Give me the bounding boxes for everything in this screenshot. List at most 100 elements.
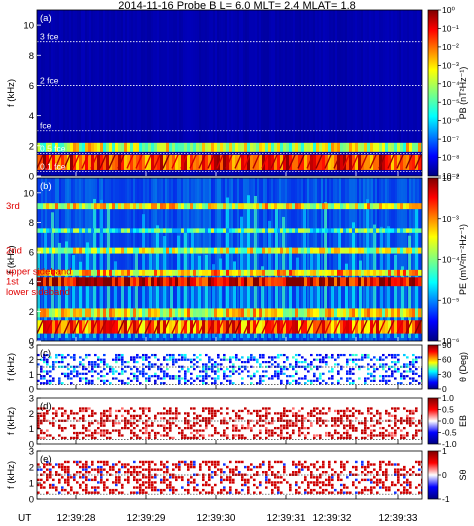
heatmap-burst: [170, 272, 173, 339]
heatmap-column: [107, 10, 109, 176]
heatmap-cell: [43, 414, 46, 418]
heatmap-cell: [256, 358, 259, 361]
heatmap-cell: [76, 412, 79, 415]
heatmap-cell: [349, 426, 352, 430]
heatmap-cell: [388, 414, 391, 418]
heatmap-column: [285, 178, 287, 341]
heatmap-band-cell: [244, 320, 247, 334]
colorbar-tick-label: 90: [442, 340, 452, 350]
colorbar-tick-label: 10⁻¹: [442, 23, 459, 33]
heatmap-cell: [154, 486, 157, 489]
heatmap-cell: [298, 434, 301, 437]
heatmap-cell: [394, 434, 397, 437]
heatmap-column: [65, 10, 67, 176]
heatmap-cell: [166, 358, 169, 361]
heatmap-cell: [286, 436, 289, 440]
heatmap-cell: [217, 377, 220, 380]
heatmap-band-cell: [94, 142, 97, 152]
heatmap-band-cell: [46, 228, 49, 233]
heatmap-cell: [163, 417, 166, 420]
heatmap-cell: [385, 379, 388, 382]
heatmap-cell: [70, 409, 73, 413]
heatmap-cell: [220, 491, 223, 494]
heatmap-band-cell: [154, 308, 157, 318]
heatmap-band-cell: [169, 308, 172, 318]
heatmap-band-cell: [202, 269, 205, 276]
chorus-element: [234, 319, 242, 334]
heatmap-cell: [295, 379, 298, 382]
heatmap-cell: [256, 370, 259, 373]
heatmap-band-cell: [385, 269, 388, 276]
heatmap-cell: [304, 436, 307, 440]
heatmap-cell: [133, 491, 136, 494]
heatmap-band-cell: [79, 269, 82, 276]
heatmap-cell: [136, 465, 139, 469]
heatmap-cell: [205, 368, 208, 371]
heatmap-cell: [376, 434, 379, 437]
heatmap-burst: [366, 199, 369, 339]
heatmap-column: [359, 10, 361, 176]
heatmap-cell: [349, 358, 352, 361]
heatmap-cell: [208, 409, 211, 413]
heatmap-cell: [139, 491, 142, 494]
heatmap-band-cell: [313, 247, 316, 254]
heatmap-cell: [406, 356, 409, 359]
heatmap-cell: [85, 382, 88, 385]
heatmap-band-cell: [193, 320, 196, 334]
heatmap-band-cell: [178, 320, 181, 334]
heatmap-cell: [343, 491, 346, 494]
heatmap-burst: [121, 274, 124, 339]
heatmap-cell: [331, 382, 334, 385]
heatmap-cell: [202, 379, 205, 382]
heatmap-band-cell: [121, 247, 124, 254]
heatmap-cell: [103, 379, 106, 382]
heatmap-band-cell: [397, 247, 400, 254]
heatmap-cell: [283, 414, 286, 418]
heatmap-cell: [112, 358, 115, 361]
heatmap-column: [55, 10, 57, 176]
heatmap-cell: [97, 422, 100, 425]
heatmap-cell: [373, 429, 376, 432]
heatmap-band-cell: [58, 228, 61, 233]
heatmap-cell: [346, 407, 349, 410]
heatmap-cell: [328, 483, 331, 487]
heatmap-cell: [322, 407, 325, 410]
heatmap-band-cell: [88, 154, 91, 170]
chorus-element: [315, 154, 323, 169]
heatmap-band-cell: [376, 277, 379, 287]
heatmap-band-cell: [64, 203, 67, 210]
heatmap-band-cell: [364, 142, 367, 152]
heatmap-cell: [394, 370, 397, 373]
heatmap-cell: [79, 483, 82, 487]
heatmap-band-cell: [370, 269, 373, 276]
heatmap-cell: [211, 476, 214, 479]
heatmap-cell: [187, 424, 190, 427]
heatmap-column: [213, 178, 215, 341]
heatmap-cell: [157, 468, 160, 471]
heatmap-cell: [373, 379, 376, 382]
heatmap-band-cell: [382, 320, 385, 334]
heatmap-band-cell: [82, 269, 85, 276]
heatmap-cell: [115, 377, 118, 380]
heatmap-band-cell: [289, 228, 292, 233]
heatmap-band-cell: [247, 308, 250, 318]
heatmap-column: [89, 178, 91, 341]
heatmap-cell: [94, 478, 97, 482]
heatmap-cell: [211, 417, 214, 420]
heatmap-cell: [118, 422, 121, 425]
heatmap-band-cell: [400, 308, 403, 318]
heatmap-band-cell: [397, 277, 400, 287]
heatmap-cell: [277, 377, 280, 380]
chorus-element: [37, 154, 44, 169]
heatmap-cell: [283, 471, 286, 474]
heatmap-cell: [388, 431, 391, 435]
heatmap-cell: [127, 478, 130, 482]
heatmap-cell: [376, 358, 379, 361]
heatmap-band-cell: [196, 277, 199, 287]
heatmap-band-cell: [226, 142, 229, 152]
heatmap-band-cell: [247, 154, 250, 170]
heatmap-cell: [235, 414, 238, 418]
heatmap-cell: [229, 481, 232, 484]
heatmap-band-cell: [88, 203, 91, 210]
heatmap-band-cell: [112, 228, 115, 233]
